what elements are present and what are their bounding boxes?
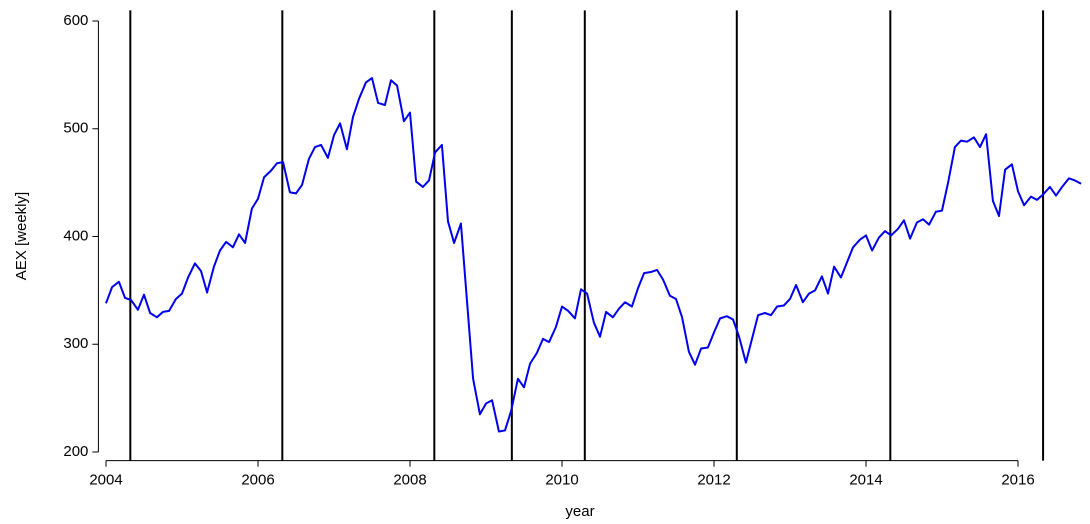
x-tick-label: 2010 xyxy=(545,472,578,489)
y-tick-label: 200 xyxy=(63,443,88,460)
data-line xyxy=(105,77,1082,433)
x-tick-label: 2008 xyxy=(393,472,426,489)
x-tick-label: 2006 xyxy=(241,472,274,489)
x-tick-label: 2012 xyxy=(697,472,730,489)
y-tick-label: 600 xyxy=(63,12,88,29)
y-tick-label: 500 xyxy=(63,120,88,137)
y-tick-label: 300 xyxy=(63,335,88,352)
y-axis-label: AEX [weekly] xyxy=(13,192,30,280)
x-tick-label: 2004 xyxy=(89,472,122,489)
x-tick-label: 2016 xyxy=(1001,472,1034,489)
y-tick-label: 400 xyxy=(63,227,88,244)
x-tick-label: 2014 xyxy=(849,472,882,489)
x-axis-label: year xyxy=(565,503,594,520)
